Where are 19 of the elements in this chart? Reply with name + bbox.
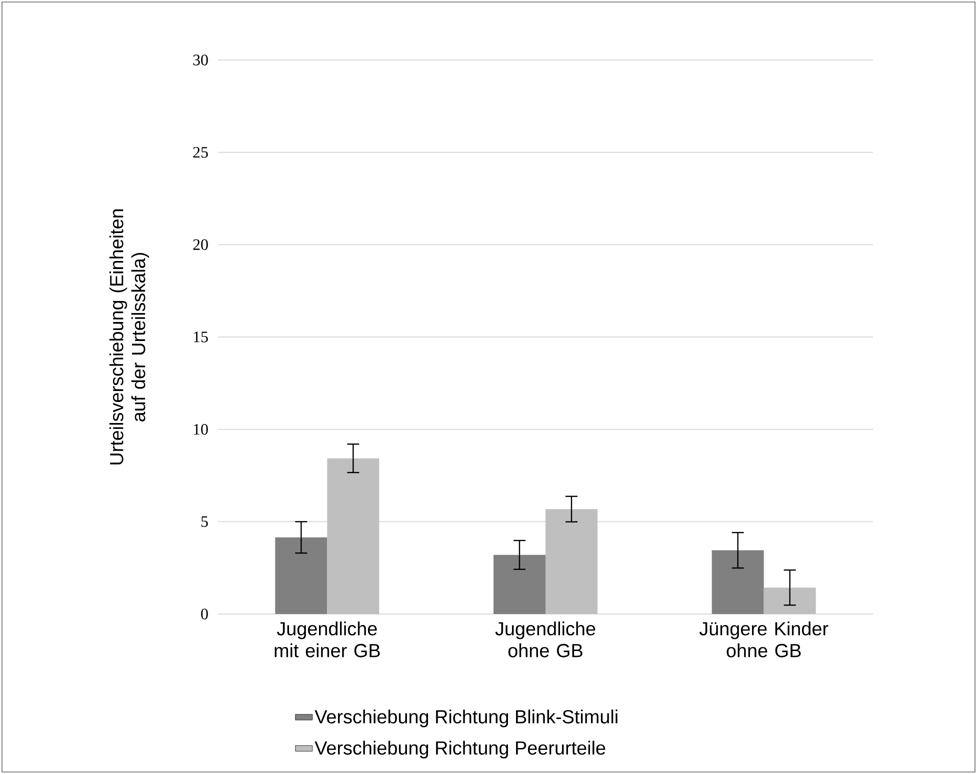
y-tick-label: 20 (193, 239, 208, 250)
bar (275, 537, 328, 614)
y-tick-label: 0 (201, 608, 208, 620)
y-tick-label: 5 (201, 516, 208, 527)
x-tick-label: Jugendliche mit einer GB (274, 622, 380, 658)
bar (327, 458, 380, 614)
y-tick-label: 30 (193, 54, 208, 66)
x-tick-label: Jüngere Kinder ohne GB (699, 622, 828, 658)
x-tick-label: Jugendliche ohne GB (495, 622, 596, 658)
y-tick-label: 10 (194, 424, 208, 435)
y-tick-label: 25 (193, 146, 208, 158)
bar (712, 550, 764, 614)
legend-label: Verschiebung Richtung Peerurteile (314, 740, 606, 758)
y-tick-label: 15 (194, 332, 208, 342)
y-axis-title: Urteilsverschiebung (Einheiten auf der Urteilsskala) (109, 209, 149, 464)
bar (764, 588, 816, 614)
legend-label: Verschiebung Richtung Blink-Stimuli (314, 710, 618, 728)
bar (546, 509, 598, 614)
bar (494, 554, 546, 614)
